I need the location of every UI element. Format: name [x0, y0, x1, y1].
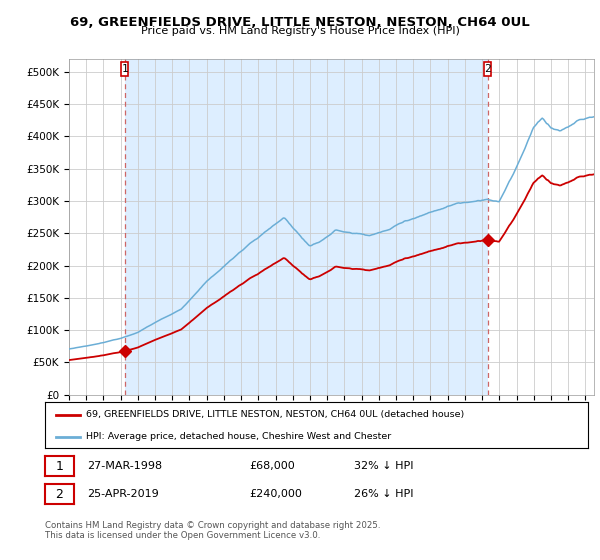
Text: HPI: Average price, detached house, Cheshire West and Chester: HPI: Average price, detached house, Ches… [86, 432, 391, 441]
Text: 2: 2 [55, 488, 64, 501]
Text: 25-APR-2019: 25-APR-2019 [87, 489, 159, 499]
Text: Contains HM Land Registry data © Crown copyright and database right 2025.
This d: Contains HM Land Registry data © Crown c… [45, 521, 380, 540]
Text: Price paid vs. HM Land Registry's House Price Index (HPI): Price paid vs. HM Land Registry's House … [140, 26, 460, 36]
FancyBboxPatch shape [484, 62, 491, 76]
Text: 69, GREENFIELDS DRIVE, LITTLE NESTON, NESTON, CH64 0UL (detached house): 69, GREENFIELDS DRIVE, LITTLE NESTON, NE… [86, 410, 464, 419]
Text: 26% ↓ HPI: 26% ↓ HPI [354, 489, 413, 499]
Bar [125, 59, 488, 395]
Text: 2: 2 [484, 64, 491, 74]
Text: 1: 1 [121, 64, 128, 74]
Text: 27-MAR-1998: 27-MAR-1998 [87, 461, 162, 471]
Text: 32% ↓ HPI: 32% ↓ HPI [354, 461, 413, 471]
FancyBboxPatch shape [121, 62, 128, 76]
Text: 1: 1 [55, 460, 64, 473]
Text: £240,000: £240,000 [249, 489, 302, 499]
Text: 69, GREENFIELDS DRIVE, LITTLE NESTON, NESTON, CH64 0UL: 69, GREENFIELDS DRIVE, LITTLE NESTON, NE… [70, 16, 530, 29]
Text: £68,000: £68,000 [249, 461, 295, 471]
